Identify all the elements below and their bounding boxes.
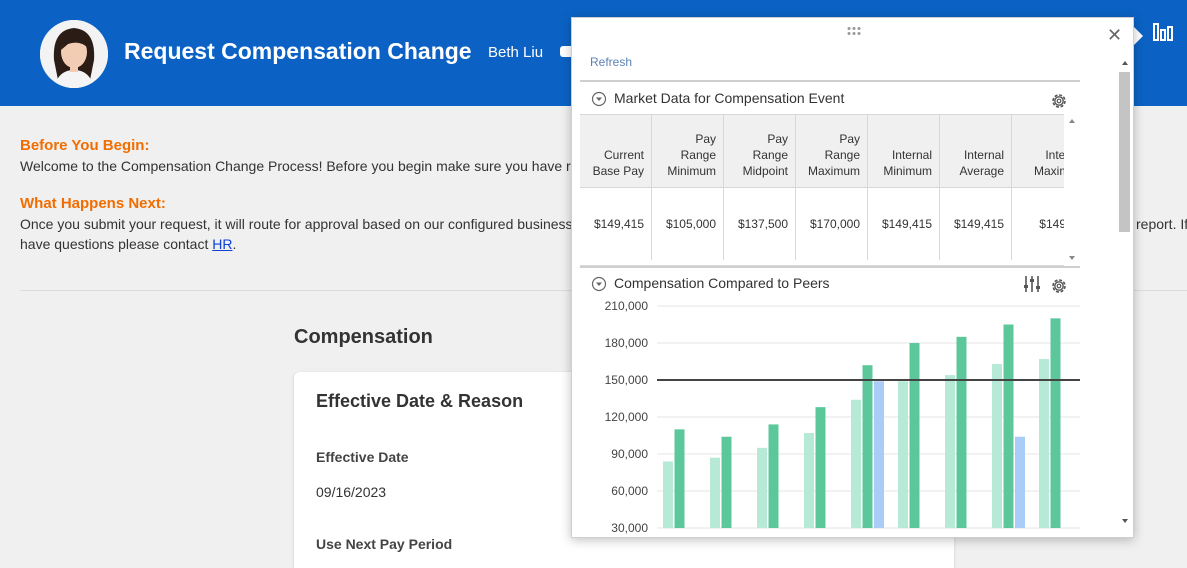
hr-link[interactable]: HR xyxy=(212,236,233,252)
chart-bar[interactable] xyxy=(1015,436,1025,528)
y-tick-label: 120,000 xyxy=(605,410,649,424)
chart-bar[interactable] xyxy=(874,381,884,528)
filter-sliders-icon[interactable] xyxy=(1022,274,1042,294)
before-you-begin-heading: Before You Begin: xyxy=(20,137,150,154)
page-title: Request Compensation Change xyxy=(124,38,472,64)
chart-bar[interactable] xyxy=(909,343,920,528)
table-cell: $149,4 xyxy=(1012,188,1064,260)
worker-name[interactable]: Beth Liu xyxy=(488,44,544,61)
card-title: Effective Date & Reason xyxy=(316,391,524,411)
chart-bar[interactable] xyxy=(945,375,955,528)
table-cell: $149,415 xyxy=(868,188,940,260)
compensation-title: Compensation xyxy=(294,326,433,348)
peers-bar-chart: 210,000 180,000 150,000 120,000 90,000 60,000… xyxy=(605,299,1080,535)
refresh-link[interactable]: Refresh xyxy=(590,55,633,69)
chart-bar[interactable] xyxy=(1039,359,1049,528)
contact-hr-text: have questions please contact HR. xyxy=(20,236,237,252)
chart-bar[interactable] xyxy=(898,381,908,528)
market-data-table: Current Base Pay Pay Range Minimum Pay Ran… xyxy=(580,114,1064,266)
what-happens-next-text-tail: report. If xyxy=(1136,216,1187,232)
chart-bar[interactable] xyxy=(804,433,814,528)
table-header-cell: Internal Average xyxy=(940,115,1012,187)
table-header-cell: Current Base Pay xyxy=(580,115,652,187)
before-you-begin-text: Welcome to the Compensation Change Proce… xyxy=(20,158,579,174)
chart-bar[interactable] xyxy=(1003,324,1014,529)
related-actions-icon[interactable] xyxy=(560,46,574,57)
what-happens-next-heading: What Happens Next: xyxy=(20,195,166,212)
table-cell: $105,000 xyxy=(652,188,724,260)
table-row: $149,415 $105,000 $137,500 $170,000 $149,415… xyxy=(580,188,1064,260)
effective-date-label: Effective Date xyxy=(316,449,409,465)
y-tick-label: 60,000 xyxy=(611,484,648,498)
what-happens-next-text: Once you submit your request, it will ro… xyxy=(20,216,573,232)
bar-chart-icon[interactable] xyxy=(1152,22,1176,42)
section-divider xyxy=(580,266,1080,268)
chart-bar[interactable] xyxy=(721,436,732,528)
panel-pointer xyxy=(1133,26,1143,46)
drag-handle-icon[interactable] xyxy=(846,26,862,36)
close-icon[interactable]: ✕ xyxy=(1107,25,1123,45)
table-scrollbar[interactable] xyxy=(1064,114,1080,266)
table-header-cell: Pay Range Midpoint xyxy=(724,115,796,187)
chart-bar[interactable] xyxy=(663,461,673,528)
chevron-down-icon[interactable] xyxy=(591,91,607,107)
table-cell: $137,500 xyxy=(724,188,796,260)
gear-icon[interactable] xyxy=(1049,91,1069,111)
chart-bar[interactable] xyxy=(1050,318,1061,528)
chart-bar[interactable] xyxy=(992,363,1002,528)
avatar[interactable] xyxy=(40,20,108,88)
table-header-cell: Internal Minimum xyxy=(868,115,940,187)
chart-bar[interactable] xyxy=(851,399,861,528)
table-cell: $170,000 xyxy=(796,188,868,260)
peers-chart-title: Compensation Compared to Peers xyxy=(614,275,830,291)
table-header-cell: Pay Range Minimum xyxy=(652,115,724,187)
section-divider xyxy=(580,80,1080,82)
market-data-title: Market Data for Compensation Event xyxy=(614,90,845,106)
chart-bar[interactable] xyxy=(862,365,873,528)
table-cell: $149,415 xyxy=(580,188,652,260)
chevron-down-icon[interactable] xyxy=(591,276,607,292)
chart-bar[interactable] xyxy=(674,429,685,528)
y-tick-label: 180,000 xyxy=(605,336,649,350)
chart-bar[interactable] xyxy=(710,457,720,528)
chart-bar[interactable] xyxy=(768,424,779,528)
chart-bar[interactable] xyxy=(956,336,967,528)
y-tick-label: 150,000 xyxy=(605,373,649,387)
chart-bar[interactable] xyxy=(757,447,767,528)
y-tick-label: 210,000 xyxy=(605,299,649,313)
y-tick-label: 90,000 xyxy=(611,447,648,461)
table-header-row: Current Base Pay Pay Range Minimum Pay Ran… xyxy=(580,115,1064,188)
panel-scrollbar[interactable] xyxy=(1117,54,1133,530)
table-cell: $149,415 xyxy=(940,188,1012,260)
table-header-cell: Intern Maximu xyxy=(1012,115,1064,187)
related-data-panel: ✕ Refresh Market Data for Compensation E… xyxy=(571,17,1134,538)
gear-icon[interactable] xyxy=(1049,276,1069,296)
table-header-cell: Pay Range Maximum xyxy=(796,115,868,187)
next-pay-period-label: Use Next Pay Period xyxy=(316,536,453,552)
chart-bar[interactable] xyxy=(815,407,826,528)
y-tick-label: 30,000 xyxy=(611,521,648,535)
effective-date-value[interactable]: 09/16/2023 xyxy=(316,484,387,500)
scrollbar-thumb[interactable] xyxy=(1119,72,1130,232)
